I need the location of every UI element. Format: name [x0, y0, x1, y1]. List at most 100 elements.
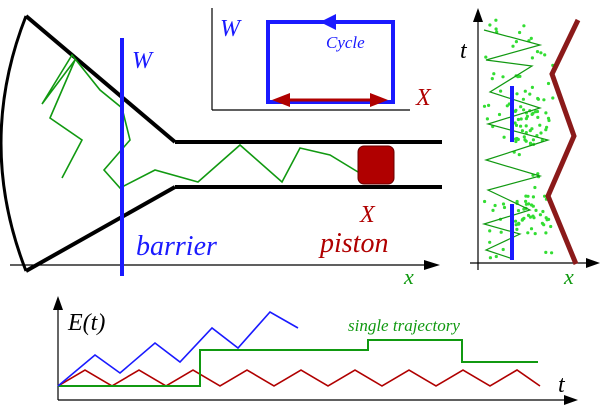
particle-dot: [530, 85, 535, 89]
right-y-arrowhead: [473, 8, 483, 22]
particle-dot: [492, 72, 496, 76]
particle-dot: [515, 92, 519, 96]
particle-dot: [494, 254, 498, 259]
particle-dot: [514, 40, 519, 44]
particle-dot: [482, 104, 487, 108]
particle-dot: [517, 221, 521, 225]
piston-range-arrowhead-left: [272, 93, 290, 107]
particle-dot: [513, 109, 517, 113]
particle-dot: [524, 124, 528, 128]
particle-dot: [531, 138, 536, 142]
particle-dot: [488, 23, 492, 27]
particle-dot: [499, 89, 503, 93]
particle-dot: [546, 81, 551, 86]
particle-dot: [533, 232, 537, 236]
particle-dot: [505, 104, 509, 108]
particle-dot: [514, 223, 518, 227]
particle-dot: [501, 247, 505, 252]
main-x-axis-arrowhead: [424, 260, 440, 270]
spacetime-panel: t x: [460, 8, 600, 289]
particle-dot: [542, 223, 546, 227]
particle-dot: [544, 111, 548, 115]
particle-dot: [544, 250, 548, 254]
E-x-arrowhead: [564, 395, 578, 405]
particle-dot: [483, 199, 487, 204]
piston-label: piston: [318, 228, 388, 259]
particle-dot: [497, 112, 502, 117]
particle-dots: [482, 18, 555, 260]
barrier-W-label: W: [132, 48, 154, 74]
particle-dot: [502, 205, 507, 210]
inset-cycle-diagram: W Cycle X: [211, 8, 432, 111]
particle-dot: [488, 229, 492, 233]
particle-dot: [499, 230, 503, 234]
particle-dot: [487, 103, 491, 107]
particle-dot: [530, 127, 534, 131]
particle-dot: [494, 27, 498, 31]
particle-worldline: [481, 29, 551, 259]
particle-dot: [536, 97, 541, 101]
barrier-label: barrier: [136, 231, 217, 262]
particle-dot: [544, 231, 548, 235]
particle-dot: [542, 98, 546, 102]
cycle-arrowhead: [320, 14, 336, 30]
particle-dot: [550, 251, 554, 255]
particle-dot: [516, 117, 521, 122]
particle-dot: [524, 202, 529, 206]
particle-dot: [531, 195, 536, 199]
energy-plot: E(t) single trajectory t: [53, 296, 578, 405]
particle-dot: [541, 209, 545, 214]
particle-dot: [514, 219, 518, 223]
right-t-label: t: [460, 38, 468, 64]
particle-dot: [543, 194, 547, 198]
particle-dot: [544, 128, 548, 132]
red-energy-line: [57, 369, 541, 387]
particle-dot: [522, 135, 526, 139]
particle-trajectory: [41, 53, 359, 189]
particle-dot: [519, 105, 523, 109]
E-y-arrowhead: [53, 296, 63, 310]
right-x-arrowhead: [586, 258, 600, 268]
particle-dot: [551, 96, 555, 100]
particle-dot: [494, 18, 498, 22]
particle-dot: [522, 216, 526, 220]
right-x-label: x: [563, 264, 574, 289]
particle-dot: [547, 217, 551, 221]
main-chamber: W barrier X piston x: [0, 14, 442, 289]
particle-dot: [526, 194, 530, 198]
particle-dot: [511, 44, 515, 48]
particle-dot: [520, 129, 525, 133]
particle-dot: [539, 131, 543, 135]
blue-energy-line: [57, 310, 299, 387]
particle-dot: [516, 209, 521, 213]
particle-dot: [530, 112, 534, 116]
particle-dot: [517, 153, 521, 157]
particle-dot: [524, 199, 528, 203]
particle-dot: [549, 224, 553, 229]
particle-dot: [491, 208, 495, 212]
particle-dot: [546, 116, 551, 120]
particle-dot: [493, 203, 497, 208]
particle-dot: [528, 215, 533, 219]
particle-dot: [523, 138, 527, 142]
particle-dot: [488, 256, 492, 260]
particle-dot: [529, 227, 534, 231]
piston-block: [357, 145, 395, 185]
particle-dot: [526, 231, 530, 235]
particle-dot: [534, 110, 538, 114]
particle-dot: [516, 137, 520, 141]
piston-X-label: X: [359, 202, 376, 228]
particle-dot: [533, 185, 537, 190]
particle-dot: [515, 227, 519, 231]
particle-dot: [522, 24, 526, 28]
particle-dot: [521, 97, 526, 101]
particle-dot: [525, 114, 530, 118]
particle-dot: [523, 89, 527, 93]
particle-dot: [519, 124, 523, 128]
particle-dot: [538, 123, 542, 127]
particle-dot: [514, 139, 518, 144]
particle-dot: [522, 108, 526, 112]
particle-dot: [538, 213, 543, 217]
